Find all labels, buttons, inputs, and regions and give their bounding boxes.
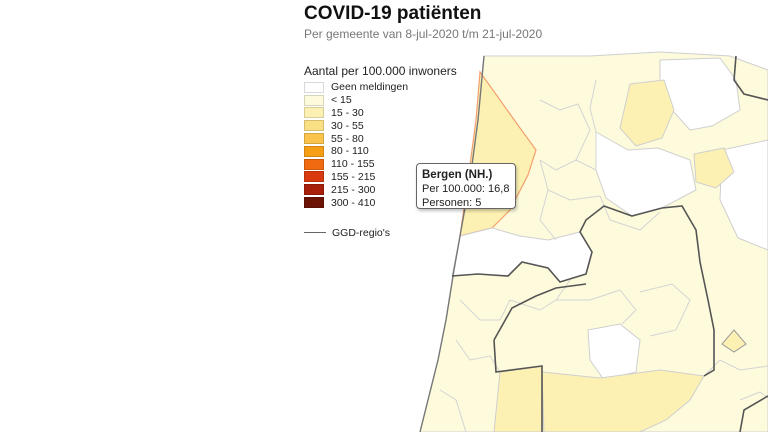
legend-item: 300 - 410 bbox=[304, 196, 457, 209]
municipality-15-30[interactable] bbox=[721, 329, 747, 353]
coastline bbox=[419, 55, 485, 432]
legend-label: 300 - 410 bbox=[331, 196, 376, 209]
legend-swatch bbox=[304, 184, 324, 196]
legend-item: 80 - 110 bbox=[304, 145, 457, 158]
legend-swatch bbox=[304, 94, 324, 106]
municipality-no-reports[interactable] bbox=[595, 131, 697, 217]
legend-items: Geen meldingen < 15 15 - 30 30 - 55 55 - 80 8… bbox=[304, 81, 457, 209]
legend-swatch bbox=[304, 145, 324, 157]
legend-label: 30 - 55 bbox=[331, 119, 364, 132]
legend-item: < 15 bbox=[304, 94, 457, 107]
municipality-no-reports[interactable] bbox=[587, 323, 641, 381]
legend-ggd-label: GGD-regio's bbox=[332, 226, 391, 239]
legend-label: 15 - 30 bbox=[331, 106, 364, 119]
legend-item: Geen meldingen bbox=[304, 81, 457, 94]
legend-swatch bbox=[304, 107, 324, 119]
legend-ggd-row: GGD-regio's bbox=[304, 227, 457, 239]
legend-item: 155 - 215 bbox=[304, 171, 457, 184]
legend-label: 215 - 300 bbox=[331, 183, 376, 196]
legend-item: 215 - 300 bbox=[304, 183, 457, 196]
legend-item: 30 - 55 bbox=[304, 119, 457, 132]
legend-swatch bbox=[304, 171, 324, 183]
tooltip-municipality-name: Bergen (NH.) bbox=[422, 169, 493, 181]
municipality-15-30[interactable] bbox=[619, 79, 675, 147]
legend-swatch bbox=[304, 81, 324, 93]
legend-item: 15 - 30 bbox=[304, 107, 457, 120]
legend-label: 110 - 155 bbox=[331, 158, 375, 171]
tooltip-persons: Personen: 5 bbox=[422, 197, 482, 209]
legend-label: < 15 bbox=[331, 94, 352, 107]
legend-title: Aantal per 100.000 inwoners bbox=[304, 64, 457, 78]
legend-label: Geen meldingen bbox=[331, 81, 409, 94]
legend-swatch bbox=[304, 197, 324, 209]
municipality-15-30[interactable] bbox=[493, 365, 545, 432]
legend-swatch bbox=[304, 158, 324, 170]
municipality-15-30[interactable] bbox=[541, 369, 705, 432]
legend-label: 80 - 110 bbox=[331, 145, 369, 158]
legend-label: 55 - 80 bbox=[331, 132, 364, 145]
legend-swatch bbox=[304, 133, 324, 145]
tooltip-rate: Per 100.000: 16,8 bbox=[422, 183, 510, 195]
legend-item: 110 - 155 bbox=[304, 158, 457, 171]
page-title: COVID-19 patiënten bbox=[304, 3, 482, 24]
legend-item: 55 - 80 bbox=[304, 132, 457, 145]
legend-swatch bbox=[304, 120, 324, 132]
municipality-borders bbox=[439, 79, 768, 432]
legend-label: 155 - 215 bbox=[331, 170, 376, 183]
page-subtitle: Per gemeente van 8-jul-2020 t/m 21-jul-2… bbox=[304, 27, 543, 41]
ggd-region-borders bbox=[451, 55, 768, 432]
legend: Aantal per 100.000 inwoners Geen melding… bbox=[304, 64, 457, 239]
municipality-tooltip: Bergen (NH.) Per 100.000: 16,8 Personen:… bbox=[416, 163, 516, 209]
municipality-15-30[interactable] bbox=[693, 147, 735, 189]
ggd-line-swatch bbox=[304, 232, 326, 234]
